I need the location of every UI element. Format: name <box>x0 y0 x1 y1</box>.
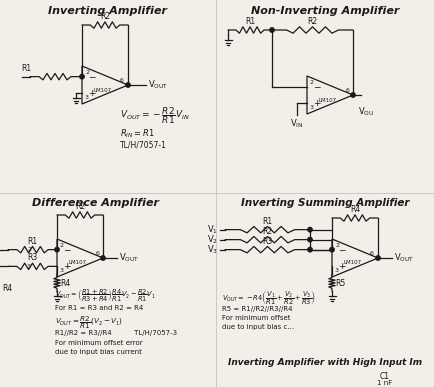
Text: LM107: LM107 <box>344 260 362 265</box>
Text: Inverting Summing Amplifier: Inverting Summing Amplifier <box>241 198 409 208</box>
Text: Difference Amplifier: Difference Amplifier <box>32 198 158 208</box>
Text: R5: R5 <box>335 279 345 288</box>
Circle shape <box>80 74 84 79</box>
Text: $V_{OUT} = -R4\left(\dfrac{V_1}{R1}+\dfrac{V_2}{R2}+\dfrac{V_3}{R3}\right)$: $V_{OUT} = -R4\left(\dfrac{V_1}{R1}+\dfr… <box>222 290 316 307</box>
Text: Inverting Amplifier: Inverting Amplifier <box>49 6 168 16</box>
Text: 6: 6 <box>95 251 99 256</box>
Text: For R1 = R3 and R2 = R4: For R1 = R3 and R2 = R4 <box>55 305 143 311</box>
Circle shape <box>270 28 274 32</box>
Text: V$_{\rm IN}$: V$_{\rm IN}$ <box>290 117 304 130</box>
Text: V$_2$: V$_2$ <box>207 233 218 246</box>
Text: $V_{OUT} = -\dfrac{R2}{R1}V_{IN}$: $V_{OUT} = -\dfrac{R2}{R1}V_{IN}$ <box>120 105 190 126</box>
Text: 3: 3 <box>27 264 31 269</box>
Text: R1: R1 <box>245 17 255 26</box>
Text: due to input bias c...: due to input bias c... <box>222 324 294 330</box>
Text: +: + <box>63 262 71 271</box>
Text: 2: 2 <box>60 243 64 248</box>
Circle shape <box>308 247 312 252</box>
Text: V$_1$: V$_1$ <box>207 223 218 236</box>
Circle shape <box>308 228 312 232</box>
Text: LM107: LM107 <box>69 260 87 265</box>
Text: 2: 2 <box>310 80 314 85</box>
Text: 6: 6 <box>345 88 349 93</box>
Text: 1 nF: 1 nF <box>378 380 393 386</box>
Text: +: + <box>313 99 321 108</box>
Text: $V_{OUT} = \left(\dfrac{R1+R2}{R3+R4}\right)\dfrac{R4}{R1}V_2 - \dfrac{R2}{R1}V_: $V_{OUT} = \left(\dfrac{R1+R2}{R3+R4}\ri… <box>55 288 156 304</box>
Text: 6: 6 <box>370 251 374 256</box>
Text: R3: R3 <box>27 253 38 262</box>
Circle shape <box>55 247 59 252</box>
Text: 2: 2 <box>335 243 339 248</box>
Text: R2: R2 <box>263 227 273 236</box>
Text: R1: R1 <box>263 217 273 226</box>
Text: R1: R1 <box>27 236 38 246</box>
Text: LM107: LM107 <box>94 87 112 92</box>
Text: 6: 6 <box>120 78 124 83</box>
Text: For minimum offset: For minimum offset <box>222 315 290 321</box>
Text: Non-Inverting Amplifier: Non-Inverting Amplifier <box>251 6 399 16</box>
Text: R5 = R1//R2//R3//R4: R5 = R1//R2//R3//R4 <box>222 306 293 312</box>
Text: −: − <box>63 245 71 254</box>
Text: 3: 3 <box>85 95 89 100</box>
Text: V$_{\rm OUT}$: V$_{\rm OUT}$ <box>148 79 168 91</box>
Text: R2: R2 <box>100 12 110 21</box>
Circle shape <box>376 256 380 260</box>
Text: $R_{IN} = R1$: $R_{IN} = R1$ <box>120 128 155 140</box>
Text: +: + <box>339 262 346 271</box>
Circle shape <box>308 238 312 242</box>
Text: V$_3$: V$_3$ <box>207 243 218 256</box>
Text: 2: 2 <box>85 70 89 75</box>
Text: due to input bias current: due to input bias current <box>55 349 142 355</box>
Text: −: − <box>313 82 321 91</box>
Text: R3: R3 <box>263 236 273 246</box>
Text: R4: R4 <box>2 284 12 293</box>
Text: R4: R4 <box>60 279 70 288</box>
Text: −: − <box>339 245 346 254</box>
Text: $V_{OUT} = \dfrac{R2}{R1}(V_2 - V_1)$: $V_{OUT} = \dfrac{R2}{R1}(V_2 - V_1)$ <box>55 315 123 331</box>
Text: 2: 2 <box>27 247 31 252</box>
Text: 3: 3 <box>310 105 314 110</box>
Text: +: + <box>89 89 96 98</box>
Circle shape <box>126 83 130 87</box>
Circle shape <box>101 256 105 260</box>
Text: TL/H/7057-1: TL/H/7057-1 <box>120 140 167 149</box>
Text: R2: R2 <box>307 17 318 26</box>
Circle shape <box>330 247 334 252</box>
Text: V$_{\rm OUT}$: V$_{\rm OUT}$ <box>119 252 139 264</box>
Text: V$_{\rm OU}$: V$_{\rm OU}$ <box>358 105 374 118</box>
Text: R1: R1 <box>21 63 31 73</box>
Circle shape <box>351 93 355 97</box>
Text: 3: 3 <box>60 268 64 273</box>
Text: Inverting Amplifier with High Input Im: Inverting Amplifier with High Input Im <box>228 358 422 367</box>
Text: For minimum offset error: For minimum offset error <box>55 340 143 346</box>
Text: C1: C1 <box>380 372 390 381</box>
Text: R4: R4 <box>350 205 360 214</box>
Text: V$_{\rm OUT}$: V$_{\rm OUT}$ <box>394 252 414 264</box>
Text: R2: R2 <box>75 202 85 211</box>
Text: LM107: LM107 <box>319 98 337 103</box>
Text: 3: 3 <box>335 268 339 273</box>
Text: −: − <box>89 72 96 81</box>
Text: R1//R2 = R3//R4          TL/H/7057-3: R1//R2 = R3//R4 TL/H/7057-3 <box>55 330 177 336</box>
